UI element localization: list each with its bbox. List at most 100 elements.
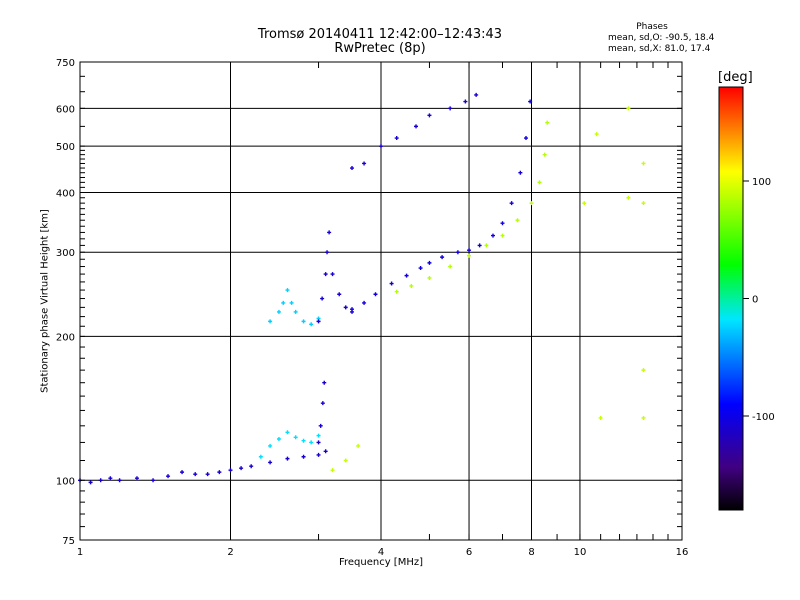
colorbar-tick-label: -100 [752,412,775,423]
data-point [418,266,423,271]
data-point [641,415,646,420]
data-point [330,272,335,277]
y-tick-label: 200 [56,332,75,343]
data-point [320,296,325,301]
data-point [320,401,325,406]
echo-points [78,92,646,485]
data-point [529,201,534,206]
data-point [440,255,445,260]
data-point [228,468,233,473]
y-tick-label: 750 [56,58,75,69]
data-point [316,440,321,445]
data-point [490,233,495,238]
data-point [474,92,479,97]
x-tick-label: 4 [378,547,384,558]
chart-title: Tromsø 20140411 12:42:00–12:43:43 [257,27,503,42]
data-point [258,454,263,459]
data-point [268,319,273,324]
data-point [524,136,529,141]
data-point [88,480,93,485]
data-point [356,443,361,448]
x-tick-label: 16 [676,547,689,558]
data-point [641,161,646,166]
phases-o-mode-stats: mean, sd,O: -90.5, 18.4 [608,33,715,43]
data-point [448,264,453,269]
data-point [268,443,273,448]
data-point [515,218,520,223]
x-axis-label: Frequency [MHz] [338,557,424,568]
data-point [518,170,523,175]
data-point [239,466,244,471]
data-point [404,273,409,278]
data-point [151,478,156,483]
grid-lines [80,62,682,540]
data-point [323,449,328,454]
colorbar-ticks: 100 0 -100 [743,177,775,423]
data-point [180,470,185,475]
data-point [537,180,542,185]
y-tick-label: 400 [56,188,75,199]
data-point [455,250,460,255]
y-tick-label: 75 [62,536,75,547]
x-tick-label: 6 [466,547,472,558]
data-point [582,201,587,206]
data-point [343,305,348,310]
data-point [427,113,432,118]
data-point [276,309,281,314]
data-point [484,243,489,248]
y-axis: 75 100 200 300 400 500 600 750 [56,58,682,547]
data-point [528,99,533,104]
data-point [325,250,330,255]
colorbar-tick-label: 100 [752,177,771,188]
data-point [309,322,314,327]
data-point [409,283,414,288]
data-point [301,438,306,443]
data-point [108,476,113,481]
data-point [98,478,103,483]
data-point [285,430,290,435]
phases-x-mode-stats: mean, sd,X: 81.0, 17.4 [608,44,711,54]
data-point [281,300,286,305]
data-point [322,380,327,385]
data-point [448,106,453,111]
series-e-cusp [316,380,327,445]
chart-subtitle: RwPretec (8p) [334,41,426,56]
x-tick-label: 2 [227,547,233,558]
data-point [362,161,367,166]
data-point [301,454,306,459]
data-point [117,478,122,483]
data-point [268,460,273,465]
data-point [330,468,335,473]
data-point [641,201,646,206]
data-point [594,132,599,137]
phases-heading: Phases [636,22,668,32]
data-point [327,230,332,235]
data-point [500,233,505,238]
series-f2-o-mode [350,99,533,312]
data-point [379,144,383,149]
data-point [318,423,323,428]
data-point [316,452,321,457]
data-point [389,281,394,286]
data-point [463,99,468,104]
data-point [350,166,355,171]
data-point [205,472,210,477]
data-point [323,272,328,277]
data-point [285,456,290,461]
data-point [626,106,631,111]
data-point [193,472,198,477]
data-point [509,201,514,206]
data-point [641,368,646,373]
data-point [285,288,290,293]
data-point [542,152,547,157]
data-point [134,476,139,481]
data-point [414,124,419,129]
series-es-lower-branch [258,430,321,459]
data-point [343,458,348,463]
series-f1-cusp [316,230,355,324]
data-point [316,319,321,324]
data-point [249,464,254,469]
data-point [337,292,342,297]
data-point [598,415,603,420]
